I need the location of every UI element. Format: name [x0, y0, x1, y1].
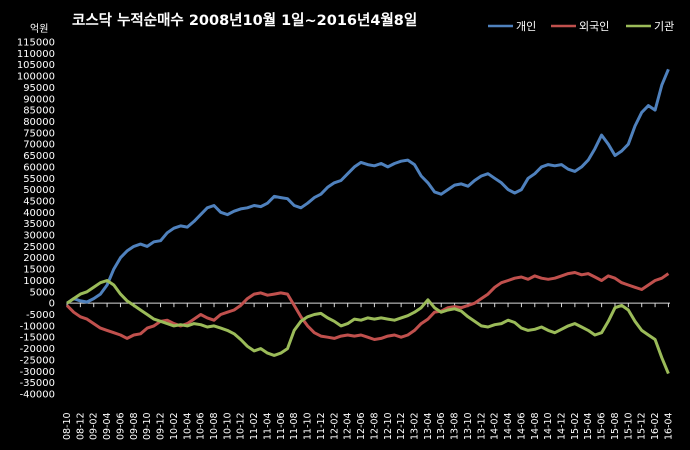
unit-label: 억원	[30, 23, 48, 35]
x-tick-label: 13-10	[463, 412, 474, 440]
y-tick-label: 55000	[23, 174, 55, 185]
y-tick-label: -30000	[20, 367, 55, 378]
x-tick-label: 09-04	[102, 412, 113, 440]
x-tick-label: 12-02	[329, 412, 340, 440]
x-tick-label: 11-04	[262, 412, 273, 440]
y-tick-label: 25000	[23, 242, 55, 253]
x-tick-label: 10-02	[169, 412, 180, 440]
x-tick-label: 12-04	[343, 412, 354, 440]
x-tick-label: 15-06	[597, 412, 608, 440]
x-tick-label: 11-08	[289, 412, 300, 440]
y-tick-label: -10000	[20, 321, 55, 332]
x-tick-label: 15-04	[583, 412, 594, 440]
x-tick-label: 14-10	[543, 412, 554, 440]
x-tick-label: 10-04	[182, 412, 193, 440]
y-tick-label: 35000	[23, 219, 55, 230]
x-tick-label: 12-10	[383, 412, 394, 440]
y-tick-label: 110000	[17, 49, 55, 60]
x-tick-label: 13-08	[450, 412, 461, 440]
legend: 개인 외국인 기관	[488, 20, 674, 33]
x-tick-label: 14-02	[490, 412, 501, 440]
x-tick-label: 12-12	[396, 412, 407, 440]
y-tick-label: 85000	[23, 106, 55, 117]
x-tick-label: 13-02	[409, 412, 420, 440]
y-tick-label: 105000	[17, 60, 55, 71]
series-line-foreign	[65, 271, 670, 341]
y-tick-label: 50000	[23, 185, 55, 196]
y-tick-label: -40000	[20, 390, 55, 401]
x-tick-label: 09-10	[142, 412, 153, 440]
plot-area	[65, 68, 670, 375]
y-tick-label: 30000	[23, 231, 55, 242]
y-tick-label: 75000	[23, 128, 55, 139]
x-tick-label: 14-08	[530, 412, 541, 440]
y-tick-label: 20000	[23, 253, 55, 264]
x-tick-label: 09-02	[89, 412, 100, 440]
y-tick-label: 60000	[23, 162, 55, 173]
x-tick-label: 11-06	[276, 412, 287, 440]
x-tick-label: 12-06	[356, 412, 367, 440]
y-tick-label: 10000	[23, 276, 55, 287]
chart-title: 코스닥 누적순매수 2008년10월 1일~2016년4월8일	[72, 11, 417, 29]
x-tick-label: 13-04	[423, 412, 434, 440]
x-tick-label: 15-02	[570, 412, 581, 440]
legend-label-institution: 기관	[654, 20, 674, 33]
y-tick-label: 40000	[23, 208, 55, 219]
x-tick-label: 13-12	[476, 412, 487, 440]
y-tick-label: -25000	[20, 355, 55, 366]
x-tick-label: 15-08	[610, 412, 621, 440]
x-tick-label: 16-04	[663, 412, 674, 440]
x-tick-label: 10-06	[196, 412, 207, 440]
x-tick-label: 08-12	[75, 412, 86, 440]
x-tick-label: 15-10	[623, 412, 634, 440]
x-tick-label: 11-12	[316, 412, 327, 440]
x-tick-label: 14-04	[503, 412, 514, 440]
y-axis: 1150001100001050001000009500090000850008…	[17, 38, 55, 401]
y-tick-label: 115000	[17, 38, 55, 49]
x-tick-label: 15-12	[637, 412, 648, 440]
y-tick-label: 45000	[23, 196, 55, 207]
legend-label-individual: 개인	[516, 20, 536, 33]
y-tick-label: -15000	[20, 333, 55, 344]
x-tick-label: 16-02	[650, 412, 661, 440]
x-tick-label: 13-06	[436, 412, 447, 440]
y-tick-label: -35000	[20, 378, 55, 389]
y-tick-label: -5000	[26, 310, 55, 321]
legend-label-foreign: 외국인	[579, 20, 609, 33]
series-line-institution	[66, 279, 670, 375]
y-tick-label: 100000	[17, 72, 55, 83]
x-tick-label: 08-10	[62, 412, 73, 440]
y-tick-label: 0	[49, 299, 55, 310]
x-tick-label: 12-08	[369, 412, 380, 440]
x-tick-label: 09-12	[156, 412, 167, 440]
x-tick-label: 14-06	[516, 412, 527, 440]
y-tick-label: 95000	[23, 83, 55, 94]
x-tick-label: 14-12	[557, 412, 568, 440]
y-tick-label: -20000	[20, 344, 55, 355]
y-tick-label: 80000	[23, 117, 55, 128]
x-axis: 08-10 08-12 09-02 09-04 09-06 09-08 09-10 09-12…	[62, 302, 674, 440]
x-tick-label: 10-10	[222, 412, 233, 440]
x-tick-label: 09-06	[115, 412, 126, 440]
x-tick-label: 11-02	[249, 412, 260, 440]
series-line-individual	[66, 68, 670, 305]
y-tick-label: 90000	[23, 94, 55, 105]
y-tick-label: 5000	[30, 287, 55, 298]
x-tick-label: 11-10	[303, 412, 314, 440]
x-tick-label: 09-08	[129, 412, 140, 440]
y-tick-label: 70000	[23, 140, 55, 151]
y-tick-label: 15000	[23, 265, 55, 276]
x-tick-label: 10-08	[209, 412, 220, 440]
y-tick-label: 65000	[23, 151, 55, 162]
x-tick-label: 10-12	[236, 412, 247, 440]
